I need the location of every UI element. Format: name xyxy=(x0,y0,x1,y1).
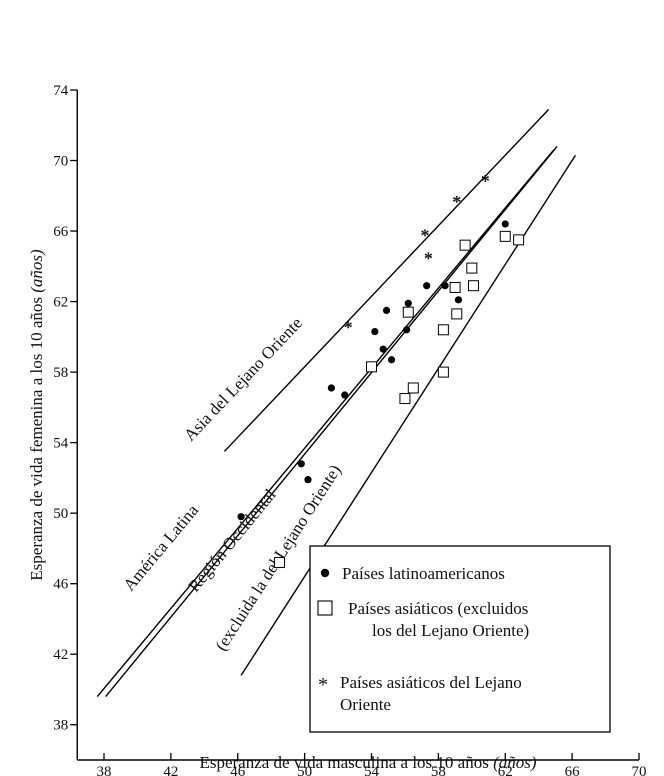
regression-line xyxy=(96,149,555,697)
asia-point xyxy=(437,324,449,336)
x-tick-label: 46 xyxy=(230,764,246,776)
data-points: * * * * * xyxy=(237,171,525,569)
x-tick-label: 42 xyxy=(163,764,178,776)
far-east-point: * xyxy=(452,192,461,212)
x-tick-label: 66 xyxy=(565,764,581,776)
latin-america-point xyxy=(371,327,379,336)
y-tick-label: 70 xyxy=(53,154,68,170)
legend: Países latinoamericanos Países asiáticos… xyxy=(309,545,611,733)
y-tick-label: 54 xyxy=(53,436,69,452)
latin-america-point xyxy=(423,282,431,290)
legend-square-icon xyxy=(317,600,333,616)
asia-point xyxy=(459,239,471,251)
y-axis-label: Esperanza de vida femenina a los 10 años… xyxy=(27,249,46,581)
far-east-point: * xyxy=(481,171,490,191)
x-tick-label: 54 xyxy=(364,764,380,776)
y-tick-label: 58 xyxy=(53,365,68,381)
latin-america-point xyxy=(404,299,412,307)
asia-point xyxy=(407,382,419,394)
asia-point xyxy=(402,306,414,318)
far-east-point: * xyxy=(344,317,353,337)
legend-dot-icon xyxy=(320,568,330,578)
y-tick-label: 50 xyxy=(53,506,68,522)
regression-line xyxy=(105,145,558,697)
latin-america-point xyxy=(341,391,349,399)
legend-star-icon: * xyxy=(318,674,328,696)
latin-america-point xyxy=(382,306,391,314)
y-tick-label: 62 xyxy=(53,295,68,311)
asia-point xyxy=(466,262,478,274)
x-tick-label: 62 xyxy=(498,764,513,776)
y-tick-label: 46 xyxy=(53,577,69,593)
asia-point xyxy=(449,281,461,293)
latin-america-point xyxy=(403,326,411,334)
latin-america-point xyxy=(237,513,245,521)
latin-america-point xyxy=(327,384,335,392)
legend-box xyxy=(309,545,611,733)
x-tick-label: 58 xyxy=(431,764,446,776)
x-tick-label: 70 xyxy=(632,764,647,776)
y-tick-label: 38 xyxy=(53,718,68,734)
far-east-point: * xyxy=(421,226,430,246)
x-tick-label: 50 xyxy=(297,764,312,776)
asia-point xyxy=(451,308,463,320)
regression-line xyxy=(223,108,550,452)
legend-label-far-east: Países asiáticos del Lejano Oriente xyxy=(340,673,522,714)
latin-america-point xyxy=(454,296,463,304)
latin-america-point xyxy=(304,476,312,484)
asia-point xyxy=(467,280,479,292)
latin-america-point xyxy=(441,282,449,290)
far-east-point: * xyxy=(424,249,433,269)
x-tick-label: 38 xyxy=(97,764,112,776)
legend-label-latin: Países latinoamericanos xyxy=(342,564,505,583)
y-tick-label: 66 xyxy=(53,224,69,240)
y-tick-label: 74 xyxy=(53,83,69,99)
axes: 38 42 46 50 54 58 62 66 70 74 38 42 46 50 54 58 62 66 70 xyxy=(53,83,646,776)
y-tick-label: 42 xyxy=(53,647,68,663)
asia-point xyxy=(437,366,449,378)
latin-america-point xyxy=(501,220,509,228)
x-axis-label: Esperanza de vida masculina a los 10 año… xyxy=(199,753,536,772)
regression-line-label: Asia del Lejano Oriente xyxy=(180,314,306,445)
legend-label-asia: Países asiáticos (excluidos los del Lejan… xyxy=(348,599,529,640)
asia-point xyxy=(399,393,411,405)
asia-point xyxy=(366,361,377,373)
asia-point xyxy=(513,234,525,246)
latin-america-point xyxy=(297,460,305,468)
latin-america-point xyxy=(387,356,396,364)
asia-point xyxy=(274,557,286,569)
latin-america-point xyxy=(379,345,387,353)
asia-point xyxy=(499,230,511,242)
